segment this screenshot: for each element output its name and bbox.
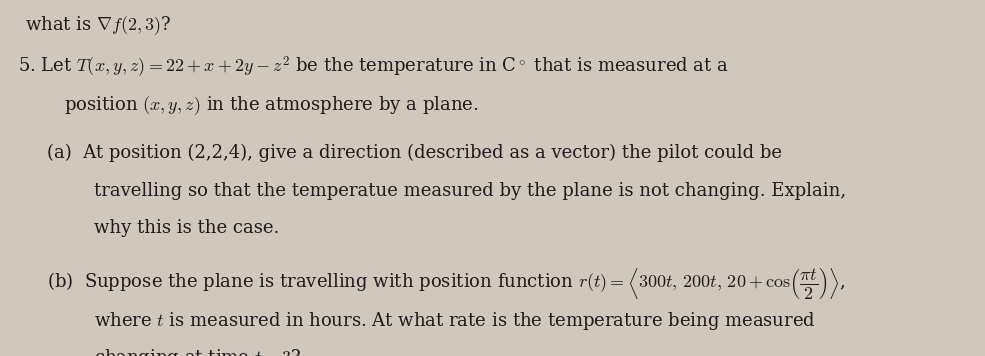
Text: why this is the case.: why this is the case. (94, 219, 279, 237)
Text: travelling so that the temperatue measured by the plane is not changing. Explain: travelling so that the temperatue measur… (94, 182, 846, 200)
Text: what is $\nabla f(2,3)$?: what is $\nabla f(2,3)$? (25, 14, 171, 37)
Text: changing at time $t = 3$?: changing at time $t = 3$? (94, 347, 300, 356)
Text: 5. Let $T(x,y,z) = 22 + x + 2y - z^2$ be the temperature in C$^\circ$ that is me: 5. Let $T(x,y,z) = 22 + x + 2y - z^2$ be… (18, 55, 729, 80)
Text: where $t$ is measured in hours. At what rate is the temperature being measured: where $t$ is measured in hours. At what … (94, 310, 816, 332)
Text: (b)  Suppose the plane is travelling with position function $r(t) = \left\langle: (b) Suppose the plane is travelling with… (47, 265, 846, 301)
Text: position $(x, y, z)$ in the atmosphere by a plane.: position $(x, y, z)$ in the atmosphere b… (64, 94, 479, 117)
Text: (a)  At position (2,2,4), give a direction (described as a vector) the pilot cou: (a) At position (2,2,4), give a directio… (47, 144, 782, 162)
